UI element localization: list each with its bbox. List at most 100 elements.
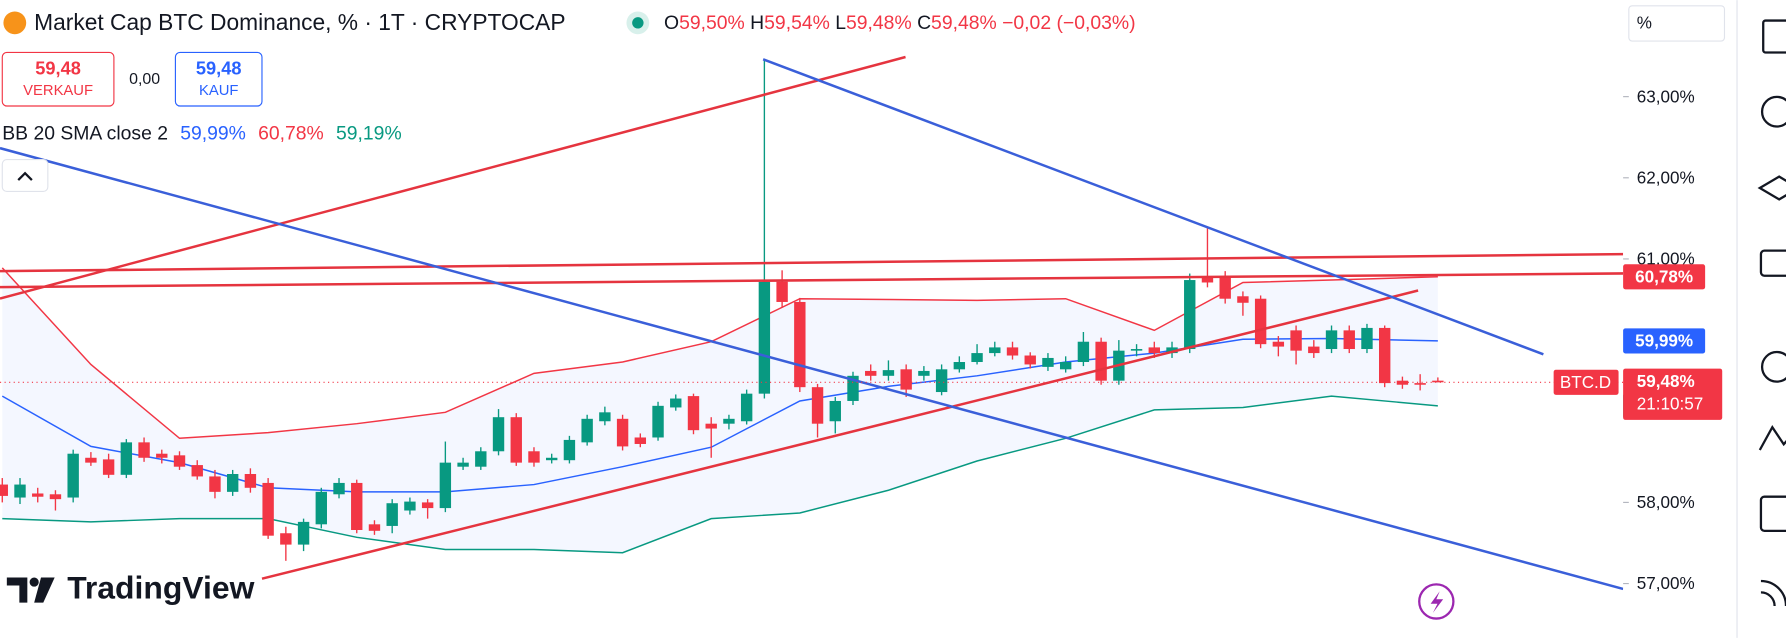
candle-body	[85, 457, 97, 463]
candle-body	[32, 493, 44, 497]
chat-icon[interactable]	[1759, 249, 1786, 277]
y-tick-label: 62,00%	[1637, 168, 1695, 187]
candle-body	[882, 370, 895, 376]
sell-label: VERKAUF	[23, 83, 93, 99]
candle-body	[439, 462, 452, 509]
candle-body	[1024, 355, 1036, 365]
layers-icon[interactable]	[1757, 175, 1786, 201]
indicator-value: 59,99%	[180, 123, 246, 145]
unit-box[interactable]	[1628, 5, 1726, 42]
candle-body	[1290, 330, 1302, 351]
candle-body	[528, 451, 540, 463]
candle-body	[457, 462, 469, 467]
flash-icon	[1430, 591, 1444, 613]
candle-body	[953, 362, 966, 370]
candle-body	[14, 484, 26, 498]
candle-body	[386, 503, 398, 526]
trend-line	[0, 252, 1624, 273]
candle-body	[351, 482, 363, 530]
ohlc-key: H	[750, 12, 764, 34]
candle-body	[1148, 347, 1160, 354]
buy-label: KAUF	[199, 83, 238, 99]
candle-body	[209, 476, 221, 492]
sell-price: 59,48	[35, 58, 81, 78]
candle-body	[652, 405, 664, 438]
ohlc-key: O	[664, 12, 679, 34]
indicator-value: 59,19%	[336, 123, 402, 145]
trend-line	[0, 146, 1624, 591]
trend-line	[762, 58, 1544, 356]
indicator-value: 60,78%	[258, 123, 324, 145]
candle-body	[740, 393, 753, 422]
candle-body	[1379, 327, 1391, 384]
ohlc: O59,50% H59,54% L59,48% C59,48% −0,02 (−…	[664, 12, 1136, 34]
calendar-icon[interactable]	[1759, 495, 1786, 532]
spread: 0,00	[129, 71, 160, 88]
ohlc-key: L	[835, 12, 846, 34]
candle-body	[971, 353, 983, 363]
candle-body	[1432, 380, 1444, 383]
chart-title: Market Cap BTC Dominance, % · 1T · CRYPT…	[34, 9, 565, 35]
candle-body	[1361, 327, 1373, 350]
axis-layer: 57,00% 58,00% 61,00% 62,00% 63,00% 60,78% 59,9…	[1553, 87, 1723, 593]
ohlc-value: 59,50%	[679, 12, 745, 34]
candle-body	[847, 375, 859, 401]
candle-body	[0, 484, 8, 496]
candle-body	[226, 474, 239, 492]
sell-button[interactable]	[1, 51, 115, 107]
brand-name: TradingView	[67, 570, 254, 606]
candle-body	[102, 459, 115, 475]
trend-lines	[0, 55, 1624, 591]
candle-body	[829, 400, 841, 422]
candle-body	[1396, 380, 1409, 385]
target-icon[interactable]	[1760, 350, 1786, 383]
candle-body	[1184, 280, 1196, 350]
candle-body	[1166, 347, 1178, 354]
symbol-label: BTC.D	[1560, 373, 1611, 392]
candle-body	[173, 455, 186, 467]
y-tick-label: 58,00%	[1637, 493, 1695, 512]
candle-body	[758, 281, 771, 394]
candle-body	[1095, 341, 1107, 381]
candle-body	[581, 418, 593, 443]
candle-body	[475, 451, 487, 467]
logo-shape	[29, 577, 39, 587]
band-lower	[2, 395, 1438, 554]
buy-button[interactable]	[174, 51, 263, 107]
axis-unit: %	[1637, 14, 1652, 33]
upper-price-label: 60,78%	[1635, 267, 1693, 286]
candle-body	[404, 501, 416, 511]
candle-body	[1343, 330, 1355, 350]
candle-body	[1414, 383, 1426, 385]
candle-body	[368, 524, 381, 531]
candle-body	[865, 370, 877, 376]
ohlc-value: 59,48%	[931, 12, 997, 34]
candle-body	[670, 398, 682, 408]
trend-line	[0, 55, 906, 300]
status-dot	[632, 17, 644, 29]
trend-line	[0, 272, 1624, 289]
ideas-icon[interactable]	[1758, 425, 1786, 451]
alert-icon[interactable]	[1760, 95, 1786, 128]
candle-body	[421, 502, 434, 509]
upper-price-label-bg	[1623, 264, 1706, 290]
candle-body	[315, 491, 327, 525]
collapse-button[interactable]	[1, 158, 49, 192]
ohlc-key: C	[917, 12, 931, 34]
candle-body	[705, 423, 717, 429]
basis-price-label: 59,99%	[1635, 332, 1693, 351]
candle-body	[280, 533, 292, 545]
candle-body	[67, 453, 79, 498]
toolbar-icons	[1757, 19, 1786, 607]
watchlist-icon[interactable]	[1762, 19, 1786, 54]
ohlc-change: −0,02 (−0,03%)	[1002, 12, 1135, 34]
candle-body	[599, 412, 611, 422]
candle-body	[191, 465, 203, 477]
logo-shape	[34, 577, 55, 603]
ohlc-value: 59,54%	[764, 12, 830, 34]
buy-price: 59,48	[196, 58, 242, 78]
candle-body	[492, 417, 505, 452]
candle-body	[156, 453, 168, 458]
